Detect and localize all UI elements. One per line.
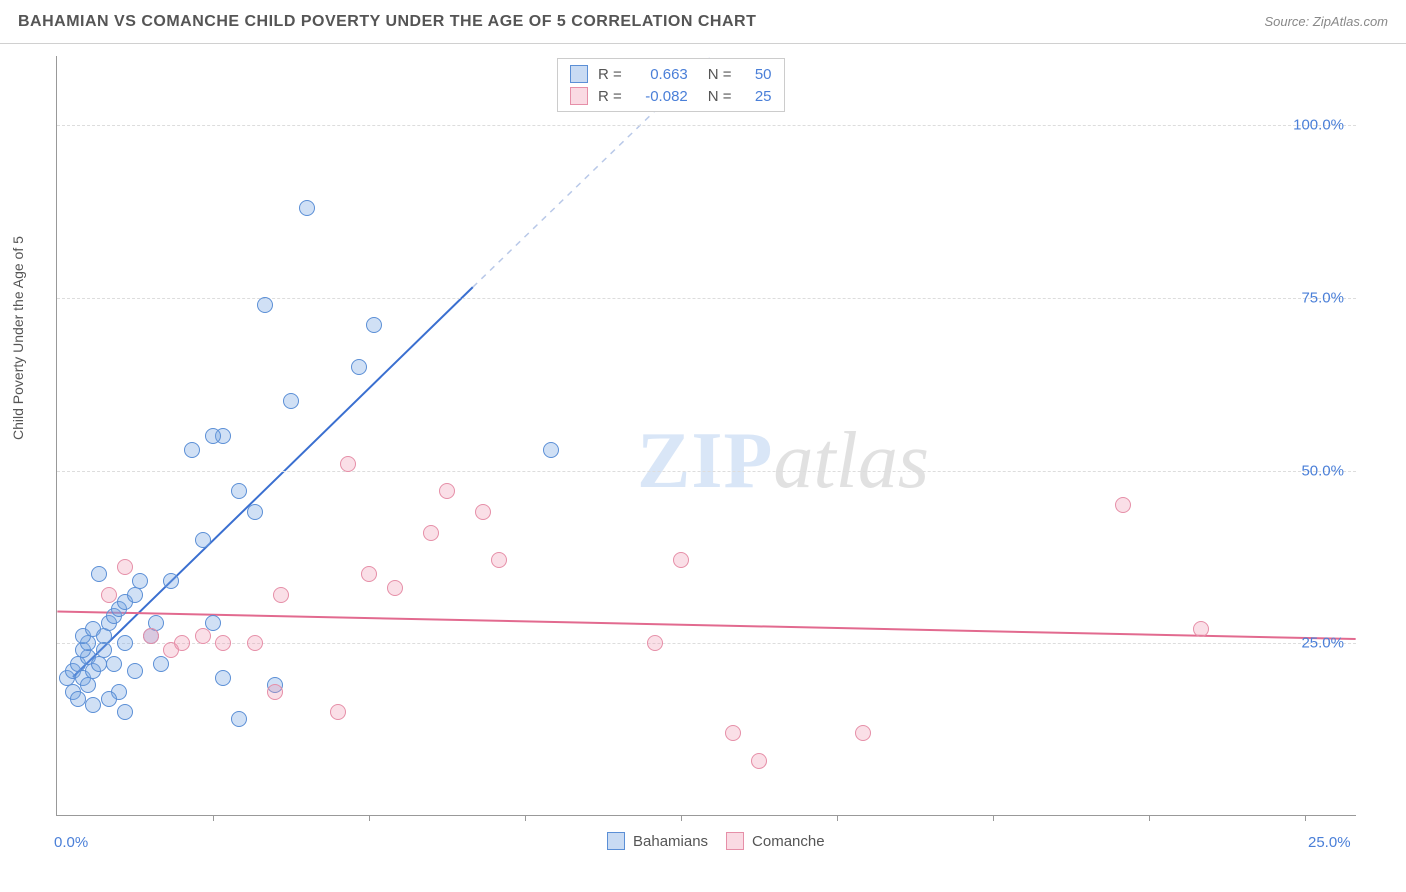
data-point <box>475 504 491 520</box>
data-point <box>101 691 117 707</box>
watermark-atlas: atlas <box>773 417 929 505</box>
data-point <box>725 725 741 741</box>
legend-swatch <box>726 832 744 850</box>
data-point <box>423 525 439 541</box>
data-point <box>85 697 101 713</box>
data-point <box>205 428 221 444</box>
data-point <box>215 635 231 651</box>
legend-item: Bahamians <box>607 832 708 850</box>
data-point <box>387 580 403 596</box>
data-point <box>751 753 767 769</box>
data-point <box>91 566 107 582</box>
legend-item: Comanche <box>726 832 825 850</box>
x-tick <box>1149 815 1150 821</box>
stat-r-label: R = <box>598 88 622 105</box>
x-tick <box>369 815 370 821</box>
gridline-horizontal <box>57 471 1356 472</box>
legend-swatch <box>570 87 588 105</box>
data-point <box>153 656 169 672</box>
data-point <box>231 483 247 499</box>
legend-label: Comanche <box>752 833 825 850</box>
data-point <box>647 635 663 651</box>
data-point <box>231 711 247 727</box>
data-point <box>215 670 231 686</box>
data-point <box>855 725 871 741</box>
plot-area: ZIPatlas R =0.663N =50R =-0.082N =25 Bah… <box>56 56 1356 816</box>
data-point <box>247 504 263 520</box>
legend-swatch <box>570 65 588 83</box>
x-tick <box>837 815 838 821</box>
x-axis-origin-label: 0.0% <box>54 834 88 851</box>
x-tick <box>993 815 994 821</box>
data-point <box>80 677 96 693</box>
x-tick <box>681 815 682 821</box>
data-point <box>361 566 377 582</box>
data-point <box>127 587 143 603</box>
data-point <box>439 483 455 499</box>
data-point <box>195 628 211 644</box>
data-point <box>330 704 346 720</box>
data-point <box>205 615 221 631</box>
data-point <box>117 635 133 651</box>
data-point <box>117 704 133 720</box>
data-point <box>1193 621 1209 637</box>
gridline-horizontal <box>57 298 1356 299</box>
data-point <box>195 532 211 548</box>
data-point <box>366 317 382 333</box>
stat-n-value: 50 <box>742 66 772 83</box>
stat-r-value: -0.082 <box>632 88 688 105</box>
y-axis-label: Child Poverty Under the Age of 5 <box>10 236 26 440</box>
stats-row: R = 0.663 N = 50 <box>570 63 772 85</box>
chart-title: BAHAMIAN VS COMANCHE CHILD POVERTY UNDER… <box>18 13 756 31</box>
data-point <box>273 587 289 603</box>
x-axis-end-label: 25.0% <box>1308 834 1351 851</box>
stats-box: R = 0.663 N = 50 R = -0.082 N = 25 <box>557 58 785 112</box>
data-point <box>101 587 117 603</box>
chart-header: BAHAMIAN VS COMANCHE CHILD POVERTY UNDER… <box>0 0 1406 44</box>
data-point <box>132 573 148 589</box>
watermark-zip: ZIP <box>637 417 773 505</box>
trend-lines-svg <box>57 56 1356 815</box>
stat-n-label: N = <box>708 88 732 105</box>
data-point <box>257 297 273 313</box>
data-point <box>673 552 689 568</box>
data-point <box>1115 497 1131 513</box>
legend-label: Bahamians <box>633 833 708 850</box>
data-point <box>91 656 107 672</box>
data-point <box>299 200 315 216</box>
data-point <box>106 656 122 672</box>
gridline-horizontal <box>57 125 1356 126</box>
stat-n-value: 25 <box>742 88 772 105</box>
data-point <box>96 642 112 658</box>
data-point <box>184 442 200 458</box>
data-point <box>163 573 179 589</box>
data-point <box>340 456 356 472</box>
data-point <box>247 635 263 651</box>
watermark: ZIPatlas <box>637 416 929 507</box>
x-tick <box>1305 815 1306 821</box>
data-point <box>543 442 559 458</box>
x-tick <box>525 815 526 821</box>
data-point <box>283 393 299 409</box>
y-tick-label: 50.0% <box>1301 462 1344 479</box>
data-point <box>70 691 86 707</box>
legend-swatch <box>607 832 625 850</box>
data-point <box>491 552 507 568</box>
stat-r-value: 0.663 <box>632 66 688 83</box>
y-tick-label: 75.0% <box>1301 289 1344 306</box>
y-tick-label: 100.0% <box>1293 117 1344 134</box>
data-point <box>351 359 367 375</box>
data-point <box>267 684 283 700</box>
data-point <box>127 663 143 679</box>
x-tick <box>213 815 214 821</box>
stats-row: R = -0.082 N = 25 <box>570 85 772 107</box>
stat-r-label: R = <box>598 66 622 83</box>
chart-source: Source: ZipAtlas.com <box>1264 14 1388 29</box>
data-point <box>174 635 190 651</box>
y-tick-label: 25.0% <box>1301 635 1344 652</box>
data-point <box>117 559 133 575</box>
bottom-legend: Bahamians Comanche <box>607 832 825 850</box>
stat-n-label: N = <box>708 66 732 83</box>
data-point <box>143 628 159 644</box>
